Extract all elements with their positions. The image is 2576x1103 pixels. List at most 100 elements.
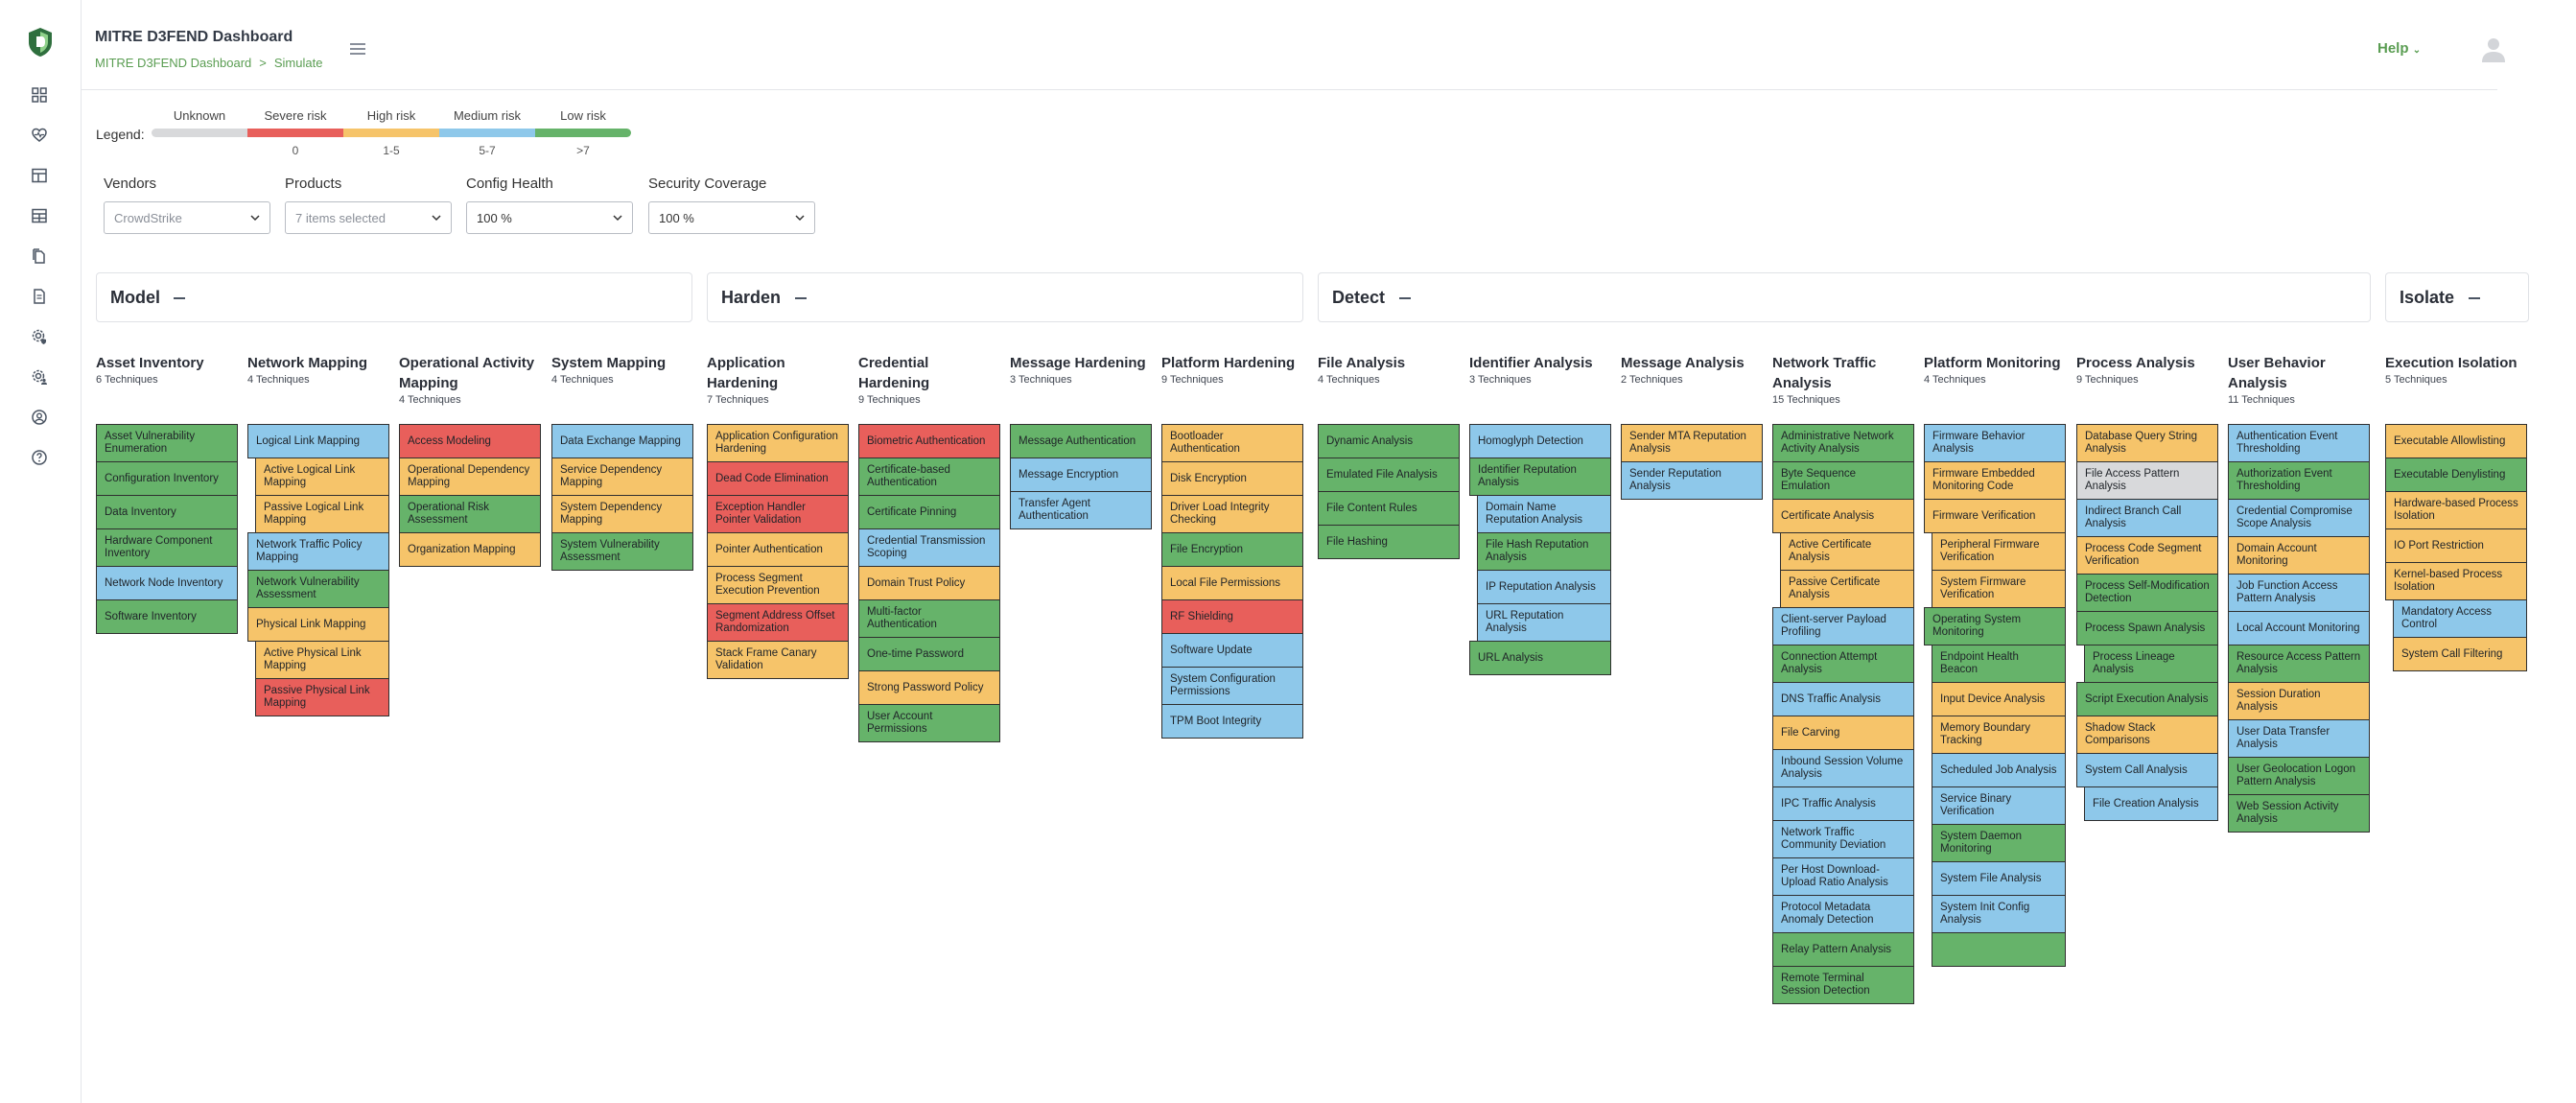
technique-tile[interactable]: Network Vulnerability Assessment: [247, 570, 389, 608]
technique-tile[interactable]: Local Account Monitoring: [2228, 611, 2370, 645]
layout-alt-icon[interactable]: [29, 205, 50, 226]
technique-tile[interactable]: Certificate Analysis: [1772, 499, 1914, 533]
technique-tile[interactable]: Kernel-based Process Isolation: [2385, 562, 2527, 600]
technique-tile[interactable]: RF Shielding: [1161, 599, 1303, 634]
technique-tile[interactable]: Process Spawn Analysis: [2076, 611, 2218, 645]
technique-tile[interactable]: Passive Certificate Analysis: [1780, 570, 1914, 608]
technique-tile[interactable]: Sender Reputation Analysis: [1621, 461, 1763, 500]
technique-tile[interactable]: Biometric Authentication: [858, 424, 1000, 458]
collapse-minus-icon[interactable]: [2469, 297, 2480, 299]
technique-tile[interactable]: Process Segment Execution Prevention: [707, 566, 849, 604]
technique-tile[interactable]: Physical Link Mapping: [247, 607, 389, 642]
technique-tile[interactable]: Dynamic Analysis: [1318, 424, 1460, 458]
technique-tile[interactable]: Process Code Segment Verification: [2076, 536, 2218, 575]
grid-icon[interactable]: [29, 84, 50, 106]
technique-tile[interactable]: Hardware-based Process Isolation: [2385, 491, 2527, 529]
technique-tile[interactable]: IPC Traffic Analysis: [1772, 786, 1914, 821]
technique-tile[interactable]: Input Device Analysis: [1932, 682, 2066, 716]
breadcrumb-simulate[interactable]: Simulate: [273, 56, 323, 70]
technique-tile[interactable]: File Encryption: [1161, 532, 1303, 567]
technique-tile[interactable]: Job Function Access Pattern Analysis: [2228, 574, 2370, 612]
document-icon[interactable]: [29, 286, 50, 307]
technique-tile[interactable]: Network Traffic Policy Mapping: [247, 532, 389, 571]
technique-tile[interactable]: Domain Account Monitoring: [2228, 536, 2370, 575]
technique-tile[interactable]: One-time Password: [858, 637, 1000, 671]
technique-tile[interactable]: Operational Risk Assessment: [399, 495, 541, 533]
technique-tile[interactable]: Shadow Stack Comparisons: [2076, 716, 2218, 754]
technique-tile[interactable]: System Daemon Monitoring: [1932, 824, 2066, 862]
technique-tile[interactable]: Process Lineage Analysis: [2084, 645, 2218, 683]
technique-tile[interactable]: Certificate Pinning: [858, 495, 1000, 529]
tactic-title[interactable]: Operational Activity Mapping: [399, 355, 535, 391]
technique-tile[interactable]: Firmware Verification: [1924, 499, 2066, 533]
files-icon[interactable]: [29, 246, 50, 267]
technique-tile[interactable]: Disk Encryption: [1161, 461, 1303, 496]
layout-icon[interactable]: [29, 165, 50, 186]
technique-tile[interactable]: User Data Transfer Analysis: [2228, 719, 2370, 758]
technique-tile[interactable]: Exception Handler Pointer Validation: [707, 495, 849, 533]
tactic-title[interactable]: System Mapping: [551, 355, 667, 371]
tactic-title[interactable]: User Behavior Analysis: [2228, 355, 2326, 391]
technique-tile[interactable]: Mandatory Access Control: [2393, 599, 2527, 638]
user-avatar-icon[interactable]: [2481, 36, 2506, 63]
technique-tile[interactable]: Organization Mapping: [399, 532, 541, 567]
collapse-minus-icon[interactable]: [795, 297, 807, 299]
technique-tile[interactable]: URL Analysis: [1469, 641, 1611, 675]
tactic-title[interactable]: Execution Isolation: [2385, 355, 2517, 371]
technique-tile[interactable]: Database Query String Analysis: [2076, 424, 2218, 462]
technique-tile[interactable]: Credential Transmission Scoping: [858, 528, 1000, 567]
technique-tile[interactable]: Logical Link Mapping: [247, 424, 389, 458]
technique-tile[interactable]: Application Configuration Hardening: [707, 424, 849, 462]
technique-tile[interactable]: System Init Config Analysis: [1932, 895, 2066, 933]
heart-pulse-icon[interactable]: [29, 125, 50, 146]
technique-tile[interactable]: File Content Rules: [1318, 491, 1460, 526]
technique-tile[interactable]: System Firmware Verification: [1932, 570, 2066, 608]
hamburger-menu-icon[interactable]: [349, 42, 366, 56]
technique-tile[interactable]: File Access Pattern Analysis: [2076, 461, 2218, 500]
user-circle-icon[interactable]: [29, 407, 50, 428]
technique-tile[interactable]: Asset Vulnerability Enumeration: [96, 424, 238, 462]
technique-tile[interactable]: Access Modeling: [399, 424, 541, 458]
question-circle-icon[interactable]: [29, 447, 50, 468]
tactic-title[interactable]: Process Analysis: [2076, 355, 2195, 371]
technique-tile[interactable]: Passive Physical Link Mapping: [255, 678, 389, 716]
technique-tile[interactable]: Remote Terminal Session Detection: [1772, 966, 1914, 1004]
tactic-title[interactable]: Identifier Analysis: [1469, 355, 1593, 371]
technique-tile[interactable]: Multi-factor Authentication: [858, 599, 1000, 638]
technique-tile[interactable]: File Carving: [1772, 716, 1914, 750]
technique-tile[interactable]: Resource Access Pattern Analysis: [2228, 645, 2370, 683]
technique-tile[interactable]: Message Encryption: [1010, 458, 1152, 492]
technique-tile[interactable]: Session Duration Analysis: [2228, 682, 2370, 720]
technique-tile[interactable]: Protocol Metadata Anomaly Detection: [1772, 895, 1914, 933]
tactic-title[interactable]: File Analysis: [1318, 355, 1406, 371]
technique-tile[interactable]: Domain Trust Policy: [858, 566, 1000, 600]
technique-tile[interactable]: Active Physical Link Mapping: [255, 641, 389, 679]
technique-tile[interactable]: Local File Permissions: [1161, 566, 1303, 600]
technique-tile[interactable]: Network Traffic Community Deviation: [1772, 820, 1914, 858]
d3fend-logo-icon[interactable]: [27, 27, 54, 58]
technique-tile[interactable]: Identifier Reputation Analysis: [1469, 458, 1611, 496]
technique-tile[interactable]: Peripheral Firmware Verification: [1932, 532, 2066, 571]
technique-tile[interactable]: Firmware Embedded Monitoring Code: [1924, 461, 2066, 500]
technique-tile[interactable]: Byte Sequence Emulation: [1772, 461, 1914, 500]
technique-tile[interactable]: System Call Filtering: [2393, 637, 2527, 671]
technique-tile[interactable]: Domain Name Reputation Analysis: [1477, 495, 1611, 533]
technique-tile[interactable]: Operating System Monitoring: [1924, 607, 2066, 645]
technique-tile[interactable]: Data Inventory: [96, 495, 238, 529]
technique-tile[interactable]: Executable Allowlisting: [2385, 424, 2527, 458]
technique-tile[interactable]: Process Self-Modification Detection: [2076, 574, 2218, 612]
technique-tile[interactable]: Memory Boundary Tracking: [1932, 716, 2066, 754]
technique-tile[interactable]: Network Node Inventory: [96, 566, 238, 600]
technique-tile[interactable]: Authorization Event Thresholding: [2228, 461, 2370, 500]
products-select[interactable]: 7 items selected: [285, 201, 452, 234]
vendors-select[interactable]: CrowdStrike: [104, 201, 270, 234]
tactic-title[interactable]: Message Hardening: [1010, 355, 1146, 371]
technique-tile[interactable]: Configuration Inventory: [96, 461, 238, 496]
collapse-minus-icon[interactable]: [1399, 297, 1411, 299]
technique-tile[interactable]: Connection Attempt Analysis: [1772, 645, 1914, 683]
technique-tile[interactable]: DNS Traffic Analysis: [1772, 682, 1914, 716]
technique-tile[interactable]: Data Exchange Mapping: [551, 424, 693, 458]
technique-tile[interactable]: Firmware Behavior Analysis: [1924, 424, 2066, 462]
technique-tile[interactable]: Passive Logical Link Mapping: [255, 495, 389, 533]
technique-tile[interactable]: Per Host Download-Upload Ratio Analysis: [1772, 857, 1914, 896]
